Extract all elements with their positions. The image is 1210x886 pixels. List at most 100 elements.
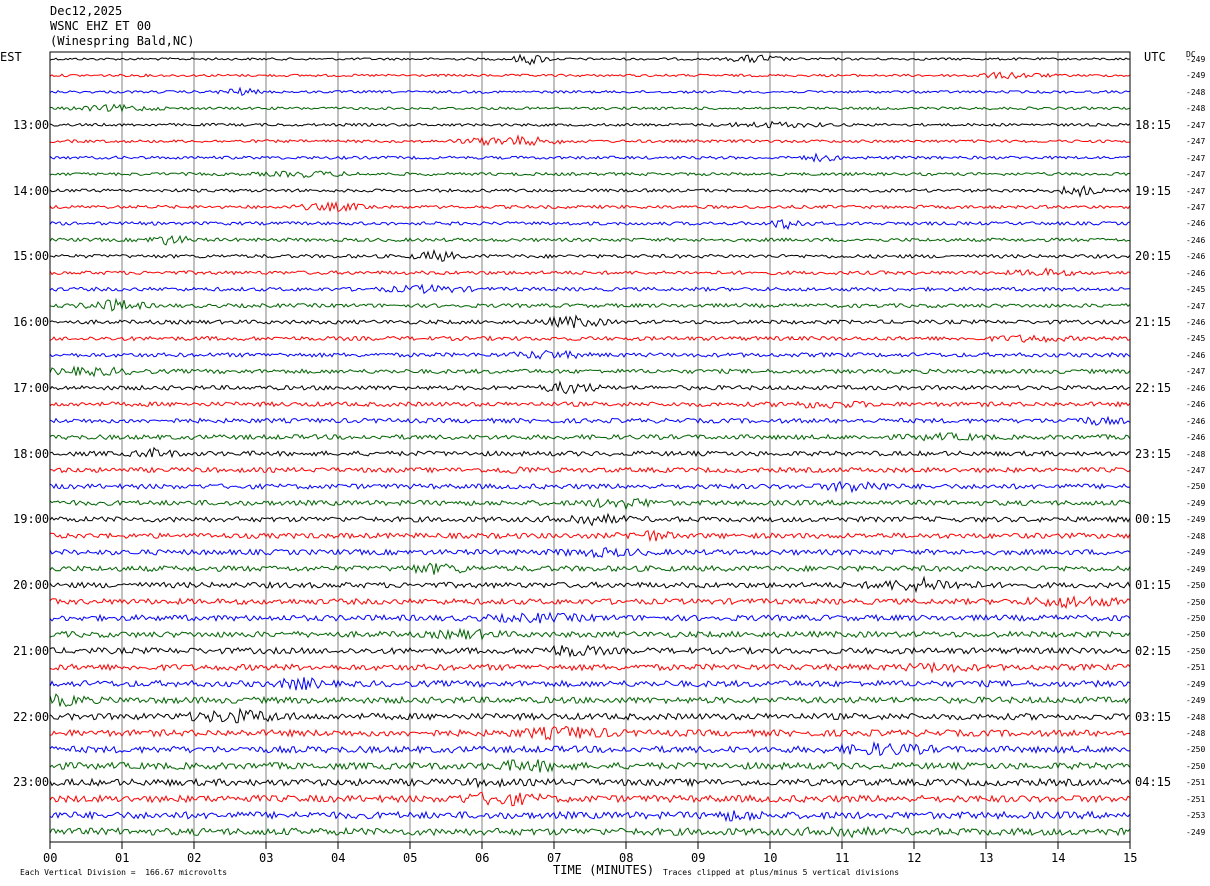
left-hour-label: 13:00 bbox=[13, 117, 50, 132]
trace-28 bbox=[49, 512, 1131, 527]
trace-47 bbox=[49, 825, 1131, 839]
dc-offset-label: -247 bbox=[1186, 367, 1206, 377]
x-tick-label-01: 01 bbox=[115, 851, 130, 865]
trace-35 bbox=[49, 627, 1131, 641]
trace-7 bbox=[49, 170, 1131, 179]
dc-offset-label: -249 bbox=[1186, 55, 1206, 64]
dc-offset-label: -246 bbox=[1186, 400, 1206, 410]
left-axis-title: EST bbox=[0, 50, 22, 64]
x-tick-label-05: 05 bbox=[403, 851, 418, 865]
trace-45 bbox=[49, 791, 1131, 807]
dc-offset-label: -250 bbox=[1186, 613, 1206, 623]
trace-17 bbox=[49, 334, 1131, 344]
header-location: (Winespring Bald,NC) bbox=[50, 34, 195, 48]
trace-41 bbox=[49, 725, 1131, 741]
dc-offset-label: -249 bbox=[1186, 564, 1206, 574]
left-hour-label: 14:00 bbox=[13, 183, 50, 198]
dc-offset-label: -249 bbox=[1186, 679, 1206, 689]
trace-6 bbox=[49, 152, 1131, 163]
dc-offset-label: -247 bbox=[1186, 466, 1206, 475]
left-hour-label: 19:00 bbox=[13, 512, 50, 527]
trace-13 bbox=[49, 267, 1131, 277]
x-axis-label: TIME (MINUTES) bbox=[553, 863, 655, 877]
dc-offset-label: -250 bbox=[1186, 581, 1206, 591]
plot-frame bbox=[49, 51, 1131, 843]
dc-offset-label: -246 bbox=[1186, 433, 1206, 443]
dc-offset-label: -250 bbox=[1186, 745, 1206, 755]
trace-37 bbox=[49, 661, 1131, 674]
x-tick-label-14: 14 bbox=[1051, 851, 1066, 865]
dc-offset-label: -249 bbox=[1186, 71, 1206, 81]
left-hour-label: 20:00 bbox=[13, 578, 50, 593]
x-axis-ticks bbox=[49, 842, 1131, 849]
trace-34 bbox=[49, 611, 1131, 624]
x-tick-label-11: 11 bbox=[835, 851, 850, 865]
trace-43 bbox=[49, 759, 1131, 773]
trace-31 bbox=[49, 562, 1131, 575]
dc-offset-label: -250 bbox=[1186, 761, 1206, 771]
trace-39 bbox=[49, 693, 1131, 708]
dc-offset-label: -251 bbox=[1186, 663, 1206, 673]
trace-21 bbox=[49, 400, 1131, 409]
dc-offset-label: -246 bbox=[1186, 235, 1206, 245]
trace-30 bbox=[49, 547, 1131, 559]
dc-offset-label: -247 bbox=[1186, 137, 1206, 147]
dc-offset-label: -246 bbox=[1186, 268, 1206, 278]
right-axis-title: UTC bbox=[1144, 50, 1166, 64]
trace-3 bbox=[49, 103, 1131, 113]
trace-36 bbox=[49, 644, 1131, 658]
x-tick-label-07: 07 bbox=[547, 851, 562, 865]
x-tick-label-09: 09 bbox=[691, 851, 706, 865]
trace-27 bbox=[49, 497, 1131, 511]
x-tick-label-13: 13 bbox=[979, 851, 994, 865]
dc-offset-label: -249 bbox=[1186, 515, 1206, 525]
right-hour-label: 04:15 bbox=[1135, 775, 1172, 790]
dc-offset-label: -248 bbox=[1186, 87, 1206, 97]
dc-offset-label: -246 bbox=[1186, 350, 1206, 360]
right-hour-label: 20:15 bbox=[1135, 249, 1172, 264]
dc-offset-label: -246 bbox=[1186, 383, 1206, 393]
seismic-traces bbox=[49, 53, 1131, 839]
right-hour-label: 03:15 bbox=[1135, 709, 1172, 724]
trace-32 bbox=[49, 575, 1131, 594]
right-hour-label: 18:15 bbox=[1135, 117, 1172, 132]
dc-offset-label: -247 bbox=[1186, 202, 1206, 212]
dc-offset-label: -247 bbox=[1186, 170, 1206, 180]
left-hour-label: 23:00 bbox=[13, 775, 50, 790]
header-date: Dec12,2025 bbox=[50, 4, 123, 18]
trace-14 bbox=[49, 283, 1130, 295]
dc-offset-label: -247 bbox=[1186, 120, 1206, 130]
trace-12 bbox=[49, 248, 1131, 262]
dc-offset-label: -250 bbox=[1186, 630, 1206, 640]
left-hour-label: 21:00 bbox=[13, 643, 50, 658]
dc-offset-label: -245 bbox=[1186, 334, 1206, 344]
trace-38 bbox=[49, 677, 1131, 691]
trace-11 bbox=[49, 234, 1131, 246]
x-tick-label-08: 08 bbox=[619, 851, 634, 865]
dc-offset-label: -250 bbox=[1186, 646, 1206, 656]
trace-44 bbox=[49, 777, 1131, 789]
trace-19 bbox=[49, 365, 1131, 378]
dc-offset-label: -249 bbox=[1186, 827, 1206, 837]
left-hour-label: 17:00 bbox=[13, 380, 50, 395]
footnote-scale: Each Vertical Division = 166.67 microvol… bbox=[20, 868, 228, 877]
trace-24 bbox=[49, 446, 1131, 459]
trace-16 bbox=[49, 314, 1131, 329]
trace-23 bbox=[49, 431, 1131, 442]
time-gridlines bbox=[121, 52, 1059, 842]
dc-offset-label: -246 bbox=[1186, 416, 1206, 426]
dc-offset-label: -246 bbox=[1186, 318, 1206, 328]
footnote-clipping: Traces clipped at plus/minus 5 vertical … bbox=[663, 868, 900, 877]
dc-offset-label: -253 bbox=[1186, 811, 1206, 821]
dc-offset-label: -249 bbox=[1186, 498, 1206, 508]
trace-25 bbox=[49, 466, 1131, 474]
x-tick-label-10: 10 bbox=[763, 851, 778, 865]
trace-20 bbox=[49, 380, 1131, 395]
trace-4 bbox=[49, 120, 1131, 129]
x-tick-label-02: 02 bbox=[187, 851, 202, 865]
dc-offset-label: -250 bbox=[1186, 482, 1206, 492]
dc-offset-label: -249 bbox=[1186, 696, 1206, 706]
trace-29 bbox=[49, 529, 1131, 543]
x-tick-label-03: 03 bbox=[259, 851, 274, 865]
